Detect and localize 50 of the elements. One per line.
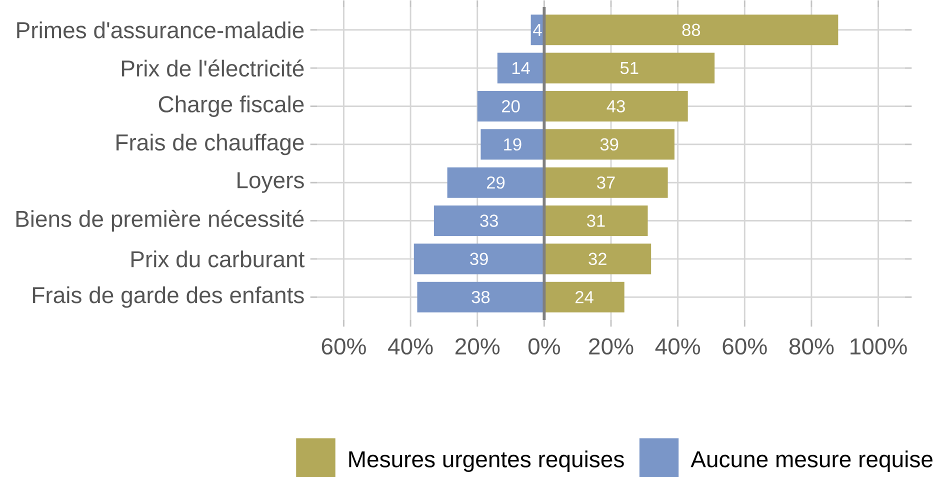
data-label: 51 [620,62,638,74]
annotation: 38 [472,290,490,304]
bar [497,52,544,84]
bar [544,90,688,122]
data-label: 32 [588,252,606,266]
annotation: 4 [533,24,542,36]
x-tick-label: 0% [528,338,560,355]
legend-label: Aucune mesure requise [690,450,932,472]
x-tick-label: 60% [722,338,767,355]
y-tick-label: Frais de chauffage [116,134,304,156]
y-tick-label: Frais de garde des enfants [33,286,304,308]
y-tick-label: Charge fiscale [158,96,304,117]
x-tick-label: 60% [322,338,366,355]
annotation: 14 [512,62,530,74]
x-tick-label: 20% [589,338,634,355]
bar [544,205,648,236]
annotation: 20 [502,100,520,112]
x-tick-label: 40% [655,338,700,355]
bar [544,282,624,312]
bar [434,205,544,236]
bar [414,244,544,274]
data-label: 39 [600,138,618,151]
annotation: 29 [486,176,505,189]
bar [477,90,544,122]
legend-label: Mesures urgentes requises [349,450,624,472]
annotation: 33 [480,214,498,227]
bar [480,129,544,160]
y-tick-label: Biens de première nécessité [16,210,304,232]
y-tick-label: Prix du carburant [131,250,305,268]
bar [544,14,838,46]
data-label: 43 [606,100,625,112]
data-label: 24 [576,291,594,304]
x-tick-label: 40% [388,338,433,355]
annotation: 39 [470,252,488,266]
x-tick-label: 80% [789,338,834,355]
bar [544,129,674,160]
data-label: 88 [682,24,700,36]
y-tick-label: Loyers [238,172,304,193]
bar [544,52,715,84]
y-tick-label: Primes d'assurance-maladie [17,21,304,38]
bar [417,282,544,312]
x-tick-label: 20% [456,338,500,355]
bar [447,167,544,198]
x-tick-label: 100% [850,338,907,355]
y-tick-label: Prix de l'électricité [122,59,304,77]
data-label: 31 [586,214,605,227]
annotation: 19 [504,138,522,151]
bar [544,167,668,198]
data-label: 37 [597,176,615,189]
bar [544,244,652,274]
